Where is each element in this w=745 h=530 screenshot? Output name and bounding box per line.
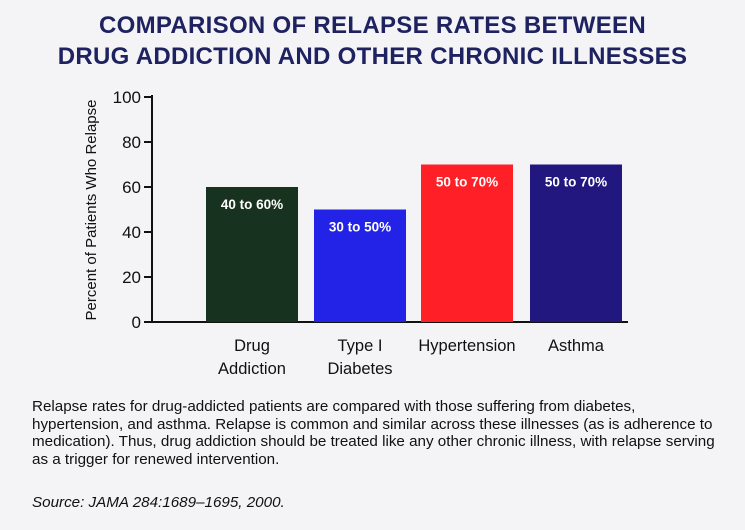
chart-title: COMPARISON OF RELAPSE RATES BETWEEN DRUG… [0, 10, 745, 72]
y-tick-label: 60 [122, 178, 141, 197]
category-label: Addiction [218, 360, 286, 378]
bar [314, 209, 406, 322]
chart-caption: Relapse rates for drug-addicted patients… [32, 398, 715, 468]
bar [421, 164, 513, 322]
category-label: Type I [338, 337, 383, 355]
bar-data-label: 50 to 70% [436, 175, 498, 190]
bar-data-label: 40 to 60% [221, 197, 283, 212]
y-tick-label: 20 [122, 268, 141, 287]
category-label: Diabetes [327, 360, 392, 378]
y-tick-label: 100 [113, 88, 141, 107]
bar [530, 164, 622, 322]
chart-bars [206, 164, 622, 322]
category-label: Hypertension [418, 337, 515, 355]
y-tick-label: 0 [132, 313, 141, 332]
bar-data-label: 30 to 50% [329, 220, 391, 235]
title-line-2: DRUG ADDICTION AND OTHER CHRONIC ILLNESS… [57, 43, 688, 70]
chart-axes: 0 20 40 60 80 100 Percent of Patients Who Rela… [83, 88, 628, 332]
y-tick-label: 40 [122, 223, 141, 242]
bar [206, 187, 298, 322]
chart-labels: 40 to 60% Drug Addiction 30 to 50% Type I Dia… [218, 175, 607, 379]
bar-chart: 0 20 40 60 80 100 Percent of Patients Who Rela… [83, 88, 628, 379]
category-label: Drug [234, 337, 270, 355]
bar-data-label: 50 to 70% [545, 175, 607, 190]
title-line-1: COMPARISON OF RELAPSE RATES BETWEEN [99, 12, 646, 39]
category-label: Asthma [548, 337, 605, 355]
y-axis-label: Percent of Patients Who Relapse [83, 100, 100, 321]
y-tick-label: 80 [122, 133, 141, 152]
source-citation: Source: JAMA 284:1689–1695, 2000. [32, 494, 285, 511]
